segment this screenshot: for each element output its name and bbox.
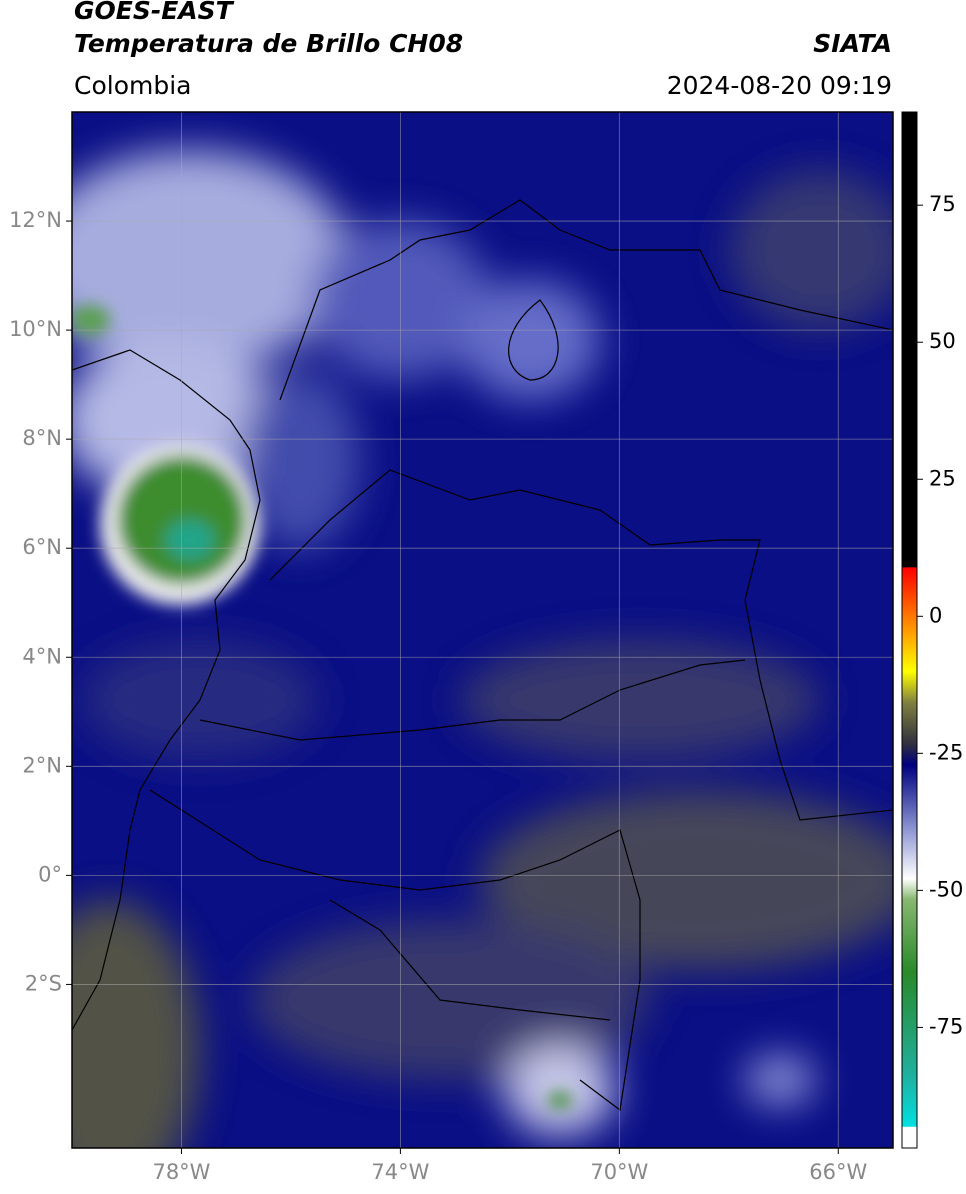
lat-tick-label: 8°N <box>22 426 62 450</box>
lon-tick-label: 66°W <box>809 1160 867 1184</box>
subtitle: Temperatura de Brillo CH08 <box>74 29 463 58</box>
lon-tick-label: 70°W <box>590 1160 648 1184</box>
lat-tick-label: 0° <box>38 862 62 886</box>
lat-tick-label: 2°N <box>22 753 62 777</box>
colorbar-tick-label: 75 <box>929 192 956 216</box>
colorbar-tick-label: -50 <box>929 877 963 901</box>
colorbar <box>901 111 918 1149</box>
colorbar-tick-label: -25 <box>929 740 963 764</box>
lat-tick-label: 4°N <box>22 644 62 668</box>
coastlines <box>72 199 893 1112</box>
colorbar-tick-label: 0 <box>929 603 942 627</box>
title: GOES-EAST <box>74 0 235 25</box>
lon-tick-label: 78°W <box>152 1160 210 1184</box>
lat-tick-label: 10°N <box>9 317 62 341</box>
satellite-image <box>72 112 893 1148</box>
lat-tick-label: 2°S <box>25 971 62 995</box>
region: Colombia <box>74 71 191 100</box>
lat-tick-label: 12°N <box>9 208 62 232</box>
colorbar-tick-label: 25 <box>929 466 956 490</box>
datetime: 2024-08-20 09:19 <box>667 71 892 100</box>
map-frame <box>71 111 894 1149</box>
lat-tick-label: 6°N <box>22 535 62 559</box>
colorbar-tick-label: 50 <box>929 329 956 353</box>
source: SIATA <box>813 29 892 58</box>
lon-tick-label: 74°W <box>371 1160 429 1184</box>
colorbar-tick-label: -75 <box>929 1014 963 1038</box>
